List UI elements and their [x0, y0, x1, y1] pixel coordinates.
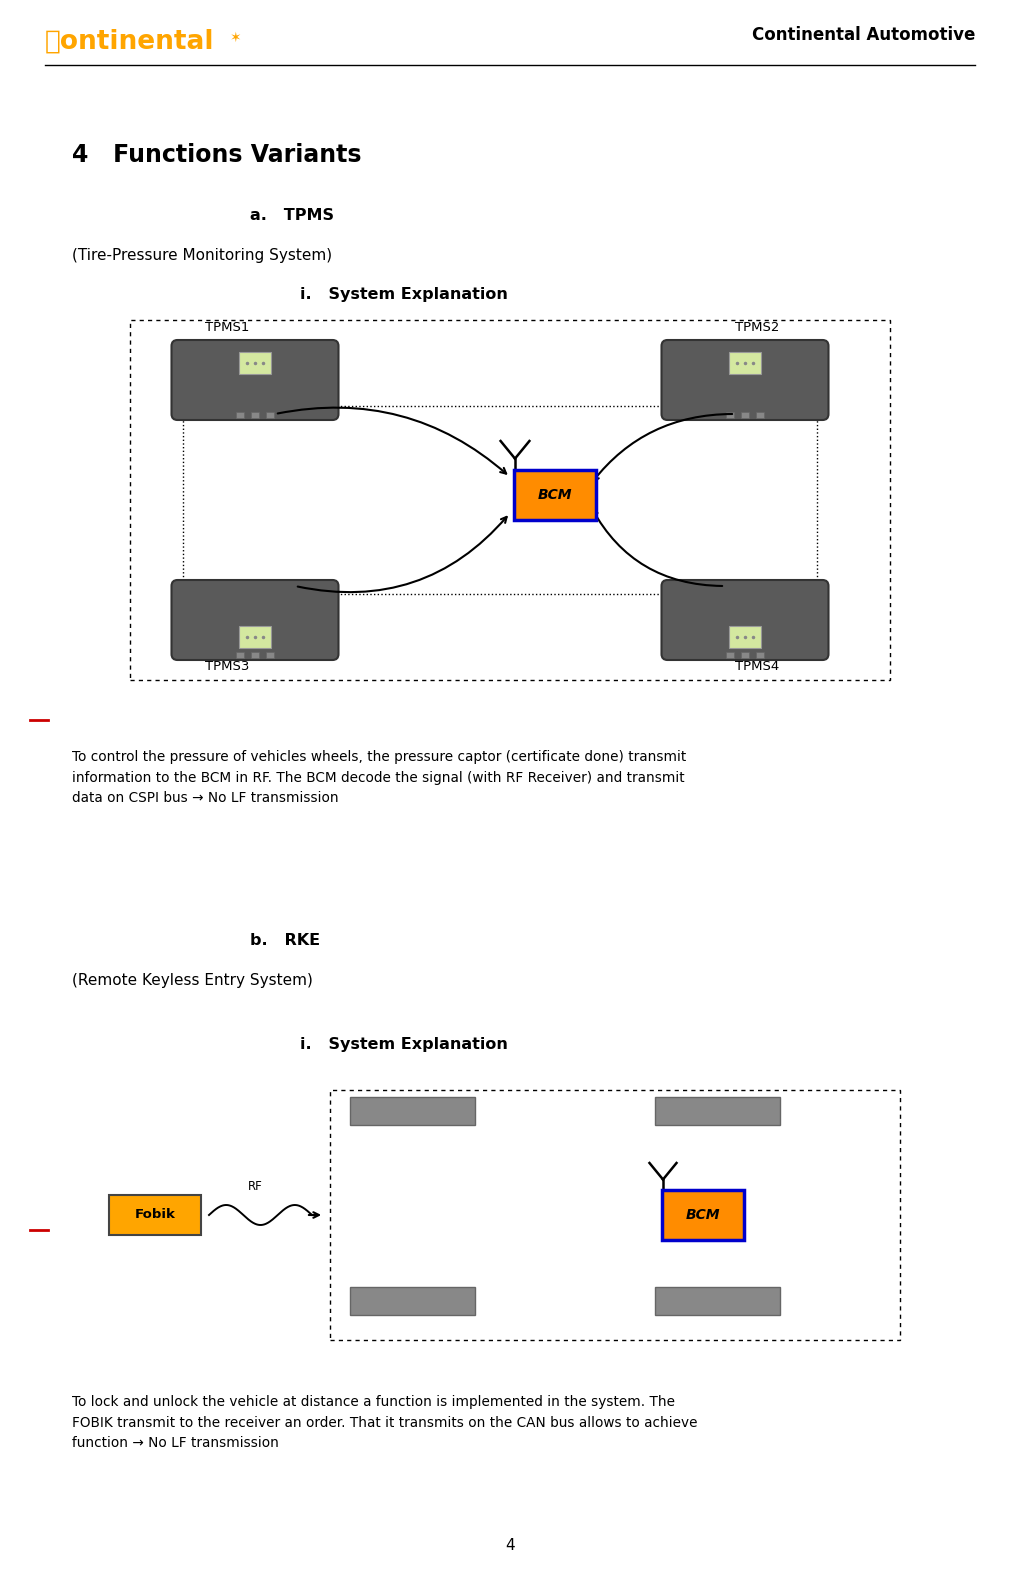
Bar [654, 1097, 780, 1124]
Text: (Remote Keyless Entry System): (Remote Keyless Entry System) [72, 973, 313, 987]
Text: Fobik: Fobik [135, 1208, 175, 1222]
Bar [726, 652, 734, 658]
FancyBboxPatch shape [171, 579, 338, 660]
Bar [129, 321, 890, 681]
Text: (Tire-Pressure Monitoring System): (Tire-Pressure Monitoring System) [72, 248, 332, 262]
Text: TPMS4: TPMS4 [735, 660, 779, 673]
Text: TPMS3: TPMS3 [205, 660, 249, 673]
Bar [109, 1195, 201, 1235]
Bar [729, 352, 760, 374]
Text: TPMS2: TPMS2 [735, 321, 779, 335]
Bar [350, 1287, 475, 1315]
Text: To control the pressure of vehicles wheels, the pressure captor (certificate don: To control the pressure of vehicles whee… [72, 750, 686, 805]
FancyBboxPatch shape [661, 339, 827, 420]
Bar [330, 1090, 899, 1341]
Bar [740, 652, 748, 658]
Text: Ⓒontinental: Ⓒontinental [45, 28, 214, 55]
Text: Continental Automotive: Continental Automotive [751, 25, 974, 44]
FancyBboxPatch shape [661, 579, 827, 660]
Text: i.   System Explanation: i. System Explanation [300, 1037, 507, 1053]
Text: a.   TPMS: a. TPMS [250, 207, 333, 223]
Bar [235, 652, 244, 658]
Text: TPMS1: TPMS1 [205, 321, 249, 335]
Text: RF: RF [248, 1181, 263, 1194]
Bar [266, 652, 274, 658]
Bar [755, 412, 763, 418]
Bar [266, 412, 274, 418]
Bar [661, 1191, 743, 1240]
Bar [654, 1287, 780, 1315]
Text: ✶: ✶ [229, 32, 242, 44]
Bar [514, 471, 595, 519]
Bar [740, 412, 748, 418]
Text: b.   RKE: b. RKE [250, 933, 320, 947]
Text: BCM: BCM [685, 1208, 719, 1222]
Text: BCM: BCM [537, 488, 572, 502]
Text: 4   Functions Variants: 4 Functions Variants [72, 144, 361, 167]
Bar [350, 1097, 475, 1124]
Text: i.   System Explanation: i. System Explanation [300, 287, 507, 303]
Bar [251, 652, 259, 658]
Bar [251, 412, 259, 418]
Bar [238, 352, 271, 374]
Bar [729, 625, 760, 647]
FancyBboxPatch shape [171, 339, 338, 420]
Bar [755, 652, 763, 658]
Text: To lock and unlock the vehicle at distance a function is implemented in the syst: To lock and unlock the vehicle at distan… [72, 1394, 697, 1450]
Bar [726, 412, 734, 418]
Bar [235, 412, 244, 418]
Bar [238, 625, 271, 647]
Text: 4: 4 [504, 1538, 515, 1552]
